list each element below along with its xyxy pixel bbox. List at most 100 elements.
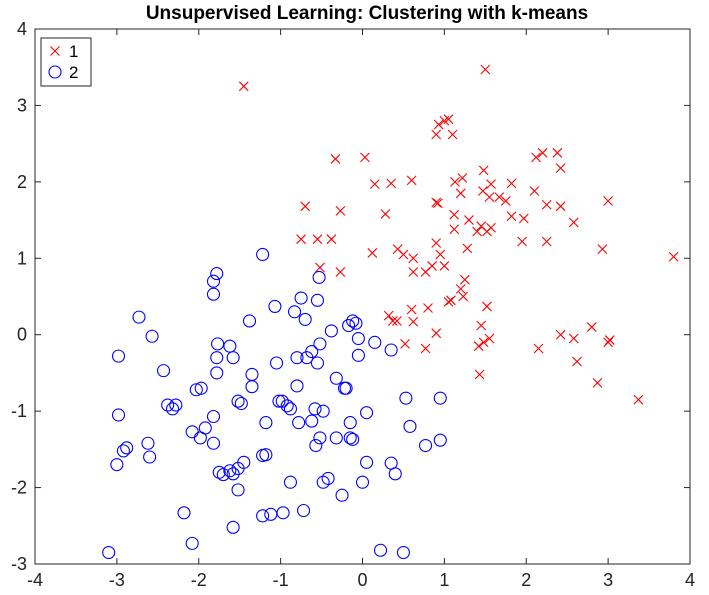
data-point — [259, 416, 273, 430]
data-point — [324, 324, 338, 338]
data-point — [339, 381, 353, 395]
data-point — [342, 318, 356, 333]
data-point — [537, 147, 548, 158]
y-tick-label: -1 — [11, 401, 27, 421]
data-point — [396, 545, 410, 560]
data-point — [603, 196, 614, 206]
data-point — [349, 316, 363, 330]
data-point — [280, 399, 294, 413]
data-point — [464, 215, 474, 225]
y-tick-label: 1 — [17, 248, 27, 268]
data-point — [408, 253, 419, 264]
data-point — [290, 351, 304, 365]
data-point — [308, 402, 322, 416]
data-point — [458, 291, 469, 302]
data-point — [234, 396, 248, 411]
data-point — [310, 356, 325, 370]
axes-box — [34, 28, 691, 565]
data-point — [478, 337, 489, 348]
data-point — [373, 543, 388, 557]
data-point — [210, 267, 224, 281]
data-point — [455, 283, 466, 294]
data-point — [446, 295, 456, 306]
data-point — [431, 129, 442, 140]
data-point — [256, 247, 270, 262]
series-1 — [238, 64, 679, 405]
series-2 — [102, 247, 447, 560]
data-point — [315, 262, 325, 273]
data-point — [290, 379, 304, 393]
data-point — [482, 301, 492, 312]
data-point — [384, 343, 398, 357]
data-point — [193, 431, 207, 445]
data-point — [310, 293, 325, 307]
data-point — [455, 188, 466, 199]
data-point — [296, 503, 311, 518]
data-point — [226, 351, 240, 365]
y-tick-label: 0 — [17, 325, 27, 345]
data-point — [132, 310, 146, 324]
data-point — [210, 351, 224, 365]
data-point — [418, 438, 433, 453]
data-point — [226, 520, 240, 534]
y-tick-label: 2 — [17, 172, 27, 192]
y-tick-label: 3 — [17, 95, 27, 115]
data-point — [194, 381, 208, 395]
data-point — [238, 81, 249, 92]
data-point — [668, 251, 679, 262]
data-point — [166, 402, 180, 416]
legend-marker — [50, 46, 60, 56]
data-point — [433, 119, 444, 130]
data-point — [552, 147, 563, 158]
data-point — [486, 179, 496, 190]
data-point — [449, 209, 460, 220]
data-point — [343, 416, 357, 430]
data-point — [447, 129, 458, 140]
data-point — [369, 179, 380, 190]
data-point — [506, 211, 517, 222]
data-point — [231, 461, 245, 476]
data-point — [211, 337, 225, 351]
data-point — [177, 506, 191, 520]
data-point — [156, 364, 171, 378]
data-point — [242, 314, 257, 328]
data-point — [517, 236, 528, 247]
data-point — [482, 226, 492, 237]
legend: 12 — [40, 37, 92, 87]
data-point — [111, 408, 126, 422]
data-point — [110, 458, 124, 472]
x-tick-label: 3 — [603, 570, 613, 590]
data-point — [480, 64, 491, 75]
data-point — [541, 199, 552, 210]
data-point — [423, 303, 433, 313]
data-point — [604, 335, 615, 345]
data-point — [313, 337, 327, 351]
data-point — [531, 152, 541, 163]
data-point — [351, 348, 365, 362]
data-point — [223, 464, 237, 478]
data-point — [206, 436, 221, 450]
data-point — [367, 248, 378, 258]
data-point — [431, 197, 442, 208]
data-point — [433, 433, 447, 447]
chart-title: Unsupervised Learning: Clustering with k… — [146, 3, 588, 24]
data-point — [484, 333, 495, 344]
data-point — [597, 244, 608, 255]
x-tick-label: 2 — [521, 570, 531, 590]
data-point — [329, 431, 343, 445]
data-point — [316, 475, 330, 489]
data-point — [206, 409, 221, 424]
data-point — [368, 335, 382, 349]
data-point — [433, 391, 447, 405]
data-point — [283, 402, 298, 416]
data-point — [275, 394, 289, 408]
data-point — [351, 331, 365, 346]
legend-marker — [48, 65, 62, 79]
data-point — [245, 380, 259, 394]
data-point — [185, 536, 199, 550]
data-point — [216, 468, 230, 482]
data-point — [450, 176, 460, 187]
data-point — [408, 267, 419, 277]
data-point — [305, 414, 319, 428]
data-point — [276, 506, 290, 520]
